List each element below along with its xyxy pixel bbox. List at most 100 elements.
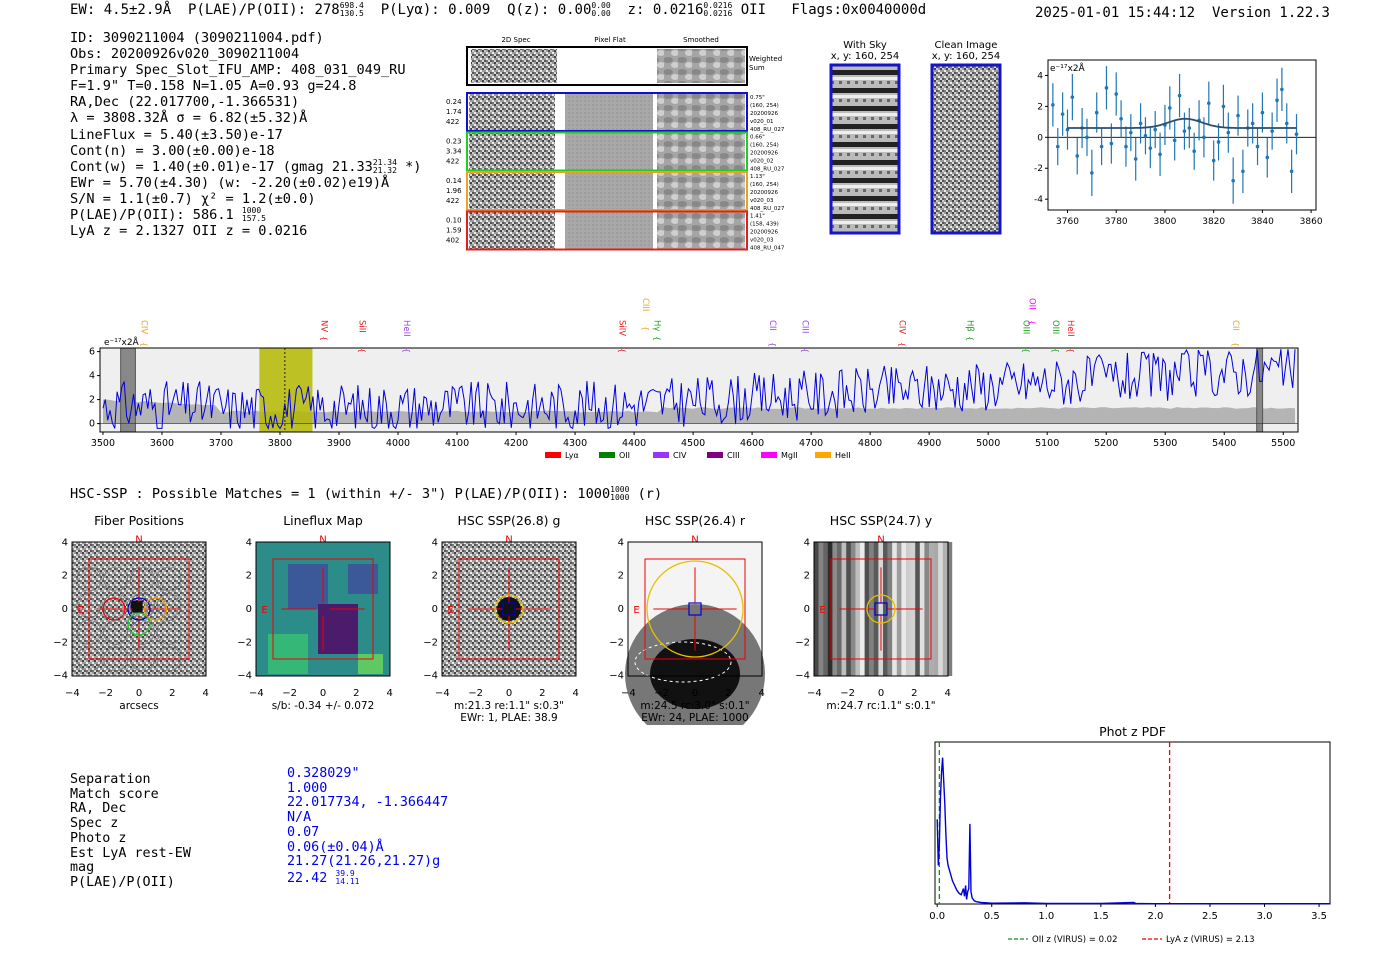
cutout-left-1: 0.23 [446,138,462,146]
cutout-right-label: 408_RU_027 [750,206,785,212]
cutout-right-label: 408_RU_047 [750,246,785,252]
match-label: Separation [70,772,151,787]
spec-xtick-label: 3800 [268,438,292,449]
fiber-outline [76,566,102,592]
hsc-xtick-label: 2 [169,688,175,699]
hsc-xtick-label: 0 [692,688,698,699]
zoom-point [1275,98,1279,103]
hsc-ytick-label: 0 [804,604,810,615]
hsc-y-stripe [818,542,824,676]
spec-legend-swatch [545,452,561,458]
hsc-panel-title: HSC SSP(26.4) r [645,513,746,528]
spec-legend-swatch [653,452,669,458]
photz-xtick-label: 3.5 [1311,911,1327,922]
zoom-point [1289,169,1294,174]
hsc-xtick-label: −4 [621,688,636,699]
spec-line-label: OII [1026,298,1036,310]
cutout-right-label: 20200926 [750,190,778,196]
col-smoothed: Smoothed [683,36,719,44]
hsc-caption-1: m:21.3 re:1.1" s:0.3" [454,700,564,712]
north-label: N [135,534,142,545]
with-sky-xy: x, y: 160, 254 [831,51,900,62]
hsc-xtick-label: 0 [320,688,326,699]
hsc-y-stripe [878,542,884,676]
hsc-ytick-label: 4 [62,537,68,548]
zoom-point [1060,112,1065,116]
spec-xtick-label: 4200 [504,438,528,449]
fiber-marker [688,602,702,616]
spec-legend-swatch [815,452,831,458]
hsc-panel-frame [255,541,391,677]
spec-line-label: OIII [1021,320,1031,334]
zoom-point [1090,171,1094,175]
east-label: E [77,605,83,616]
hsc-panel-frame [813,541,949,677]
hsc-y-stripe [924,542,930,676]
spec-line-bracket: { [1022,348,1031,353]
aperture-box [88,558,190,660]
cutout-right-label: v020_03 [750,238,774,244]
zoom-point [1250,121,1255,126]
north-label: N [505,534,512,545]
cutout-flat [565,173,653,209]
hsc-xtick-label: 2 [911,688,917,699]
hsc-xtick-label: −4 [249,688,264,699]
fiber-outline [103,593,128,618]
zoom-xtick-label: 3780 [1105,217,1128,227]
zoom-point [1153,127,1157,132]
detection-info: ID: 3090211004 (3090211004.pdf) Obs: 202… [70,30,421,239]
spec-xtick-label: 4800 [858,438,882,449]
spec-xtick-label: 5300 [1153,438,1177,449]
cutout-right-label: 20200926 [750,151,778,157]
cutout-flat [565,212,653,249]
fiber-outline [130,646,155,672]
spec-flux-line [102,348,1296,430]
zoom-point [1216,140,1221,144]
hsc-xtick-label: 4 [944,688,950,699]
zoom-point [1070,95,1075,99]
sky-clean-images: With Sky x, y: 160, 254 Clean Image x, y… [829,40,1002,235]
hsc-xtick-label: −2 [840,688,855,699]
hsc-y-stripe [873,542,879,676]
zoom-point [1133,157,1138,161]
zoom-ytick-label: -2 [1034,164,1043,174]
spec-line-bracket: { [402,348,411,353]
fiber-outline [76,646,102,672]
fiber-outline [76,620,102,645]
spec-line-label: SiII [357,320,367,333]
fiber-marker [874,602,888,616]
spec-line-label: Hγ [652,320,662,331]
photz-xtick-label: 0.0 [929,911,945,922]
catalog-ellipse [494,594,524,624]
info-radec: RA,Dec (22.017700,-1.366531) [70,94,300,111]
header-summary: EW: 4.5±2.9Å P(LAE)/P(OII): 278 698.4 130.… [70,2,926,19]
hsc-caption-1: s/b: -0.34 +/- 0.072 [272,700,375,712]
spec-line-label: SiIV [616,320,626,336]
hsc-xtick-label: −4 [65,688,80,699]
spec-ytick-label: 2 [89,395,95,406]
cutout-smooth [657,94,745,130]
weighted-sum-2d [471,49,557,83]
zoom-ytick-label: -4 [1034,195,1043,205]
info-lineflux: LineFlux = 5.40(±3.50)e-17 [70,126,283,143]
spec-xtick-label: 4900 [917,438,941,449]
info-obs: Obs: 20200926v020_3090211004 [70,46,300,63]
photz-xtick-label: 1.5 [1093,911,1109,922]
match-label: Photo z [70,830,127,846]
hsc-xtick-label: 4 [572,688,578,699]
match-value: 0.328029" [287,766,360,781]
spec-line-bracket: { [617,348,626,353]
cutout-2d [469,133,555,170]
cutout-right-label: 1.41" [750,214,765,220]
zoom-point [1143,133,1148,138]
zoom-point [1138,121,1143,126]
spec-legend-swatch [599,452,615,458]
zoom-xtick-label: 3860 [1300,217,1323,227]
hsc-ytick-label: 2 [62,571,68,582]
zoom-point [1168,106,1172,110]
hsc-xtick-label: −2 [282,688,297,699]
spec-xtick-label: 3600 [150,438,174,449]
aperture-box [830,558,932,660]
hsc-xtick-label: −2 [468,688,483,699]
spec-xtick-label: 4700 [799,438,823,449]
